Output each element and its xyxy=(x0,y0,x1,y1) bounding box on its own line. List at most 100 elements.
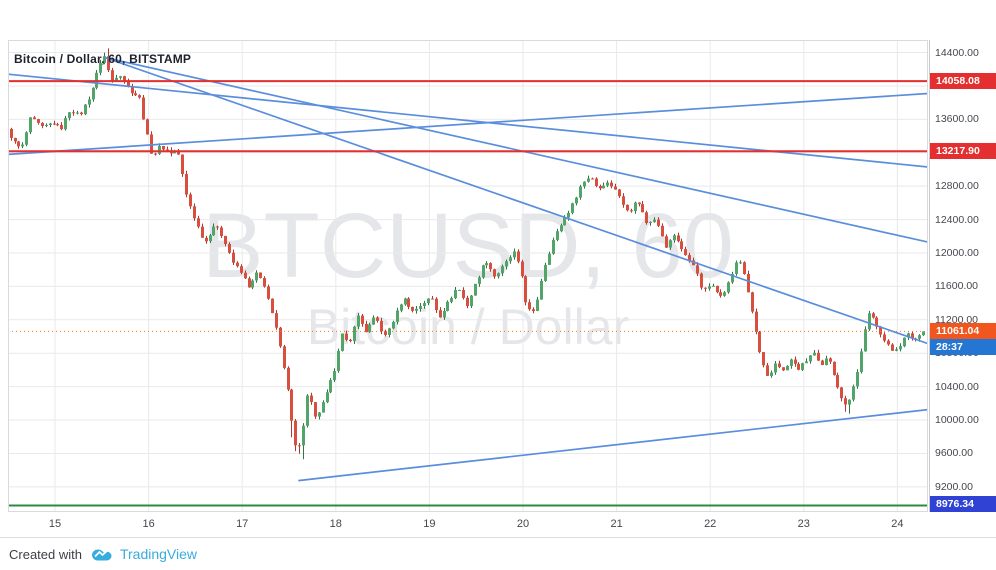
candle-body xyxy=(595,178,598,186)
candle-body xyxy=(899,346,902,350)
y-axis-label: 9600.00 xyxy=(935,447,973,460)
candle-body xyxy=(560,225,563,232)
price-axis[interactable]: 14400.0014000.0013600.0013200.0012800.00… xyxy=(929,40,996,512)
candle-body xyxy=(10,128,13,138)
candle-body xyxy=(302,425,305,446)
candle-body xyxy=(497,273,500,277)
candle-body xyxy=(786,365,789,371)
candle-body xyxy=(649,222,652,223)
candle-body xyxy=(236,262,239,267)
candle-body xyxy=(614,186,617,190)
candle-body xyxy=(864,329,867,352)
last-price-label: 11061.04 xyxy=(930,323,996,340)
candle-body xyxy=(817,352,820,361)
candle-body xyxy=(361,315,364,324)
candle-body xyxy=(107,56,110,71)
trend-line[interactable] xyxy=(104,56,928,243)
gridlines xyxy=(8,40,928,512)
candle-body xyxy=(150,134,153,154)
candle-body xyxy=(21,144,24,147)
candle-body xyxy=(532,309,535,312)
candle-body xyxy=(505,261,508,267)
plot-border xyxy=(8,40,928,512)
candle-body xyxy=(801,363,804,370)
candle-body xyxy=(400,304,403,311)
candle-body xyxy=(556,231,559,240)
x-axis-label: 15 xyxy=(48,518,62,530)
candle-body xyxy=(365,323,368,333)
candle-body xyxy=(638,202,641,205)
candle-body xyxy=(298,445,301,447)
candle-body xyxy=(372,317,375,325)
candle-body xyxy=(513,251,516,258)
candle-body xyxy=(833,361,836,376)
candle-body xyxy=(622,196,625,205)
candle-body xyxy=(719,292,722,296)
candle-body xyxy=(630,210,633,212)
bar-countdown-label: 28:37 xyxy=(930,339,996,356)
chart-legend-title[interactable]: Bitcoin / Dollar, 60, BITSTAMP xyxy=(14,52,192,66)
price-level-label: 14058.08 xyxy=(930,73,996,90)
candle-body xyxy=(134,93,137,96)
trend-line[interactable] xyxy=(8,92,928,156)
candle-body xyxy=(813,352,816,356)
candle-body xyxy=(474,283,477,296)
candle-body xyxy=(419,306,422,309)
trend-line[interactable] xyxy=(298,408,928,482)
candle-body xyxy=(575,197,578,204)
candle-body xyxy=(45,125,48,126)
candle-body xyxy=(766,365,769,376)
candle-body xyxy=(271,298,274,314)
created-with-text: Created with xyxy=(9,546,82,562)
candle-body xyxy=(228,244,231,253)
candle-body xyxy=(72,112,75,114)
plot-svg[interactable] xyxy=(8,40,928,512)
candle-body xyxy=(661,225,664,237)
horizontal-level-lines[interactable] xyxy=(8,80,928,507)
candle-body xyxy=(84,104,87,115)
candle-body xyxy=(357,315,360,327)
candle-body xyxy=(723,292,726,296)
x-axis-label: 20 xyxy=(516,518,530,530)
candle-body xyxy=(431,298,434,300)
candle-body xyxy=(751,292,754,312)
price-level-label: 13217.90 xyxy=(930,143,996,160)
candle-body xyxy=(918,335,921,339)
candle-body xyxy=(712,285,715,287)
candle-body xyxy=(509,257,512,262)
candle-body xyxy=(821,360,824,365)
trend-line[interactable] xyxy=(104,56,928,345)
candle-body xyxy=(341,333,344,351)
candle-body xyxy=(657,219,660,226)
candle-body xyxy=(501,266,504,274)
candle-body xyxy=(142,97,145,120)
candle-body xyxy=(322,402,325,413)
candle-body xyxy=(216,226,219,228)
candle-body xyxy=(700,273,703,288)
candle-body xyxy=(844,398,847,405)
candle-body xyxy=(76,112,79,114)
candle-body xyxy=(606,182,609,186)
candle-body xyxy=(677,235,680,242)
candle-body xyxy=(485,263,488,266)
candle-body xyxy=(645,212,648,223)
candle-body xyxy=(427,298,430,304)
candle-body xyxy=(185,174,188,195)
candle-body xyxy=(146,119,149,135)
candle-body xyxy=(809,355,812,362)
candle-body xyxy=(848,399,851,405)
candle-body xyxy=(567,212,570,218)
candle-body xyxy=(852,386,855,400)
candle-body xyxy=(618,189,621,197)
candle-body xyxy=(688,255,691,261)
x-axis-label: 18 xyxy=(329,518,342,530)
candle-body xyxy=(201,226,204,238)
candle-body xyxy=(735,262,738,274)
x-axis-label: 17 xyxy=(236,518,249,530)
attribution-bar: Created with TradingView xyxy=(0,537,996,570)
candle-body xyxy=(891,344,894,351)
candle-body xyxy=(836,375,839,388)
tradingview-link[interactable]: TradingView xyxy=(89,546,197,562)
time-axis[interactable]: 15 16 17 18 19 20 21 22 23 24 xyxy=(8,513,928,536)
